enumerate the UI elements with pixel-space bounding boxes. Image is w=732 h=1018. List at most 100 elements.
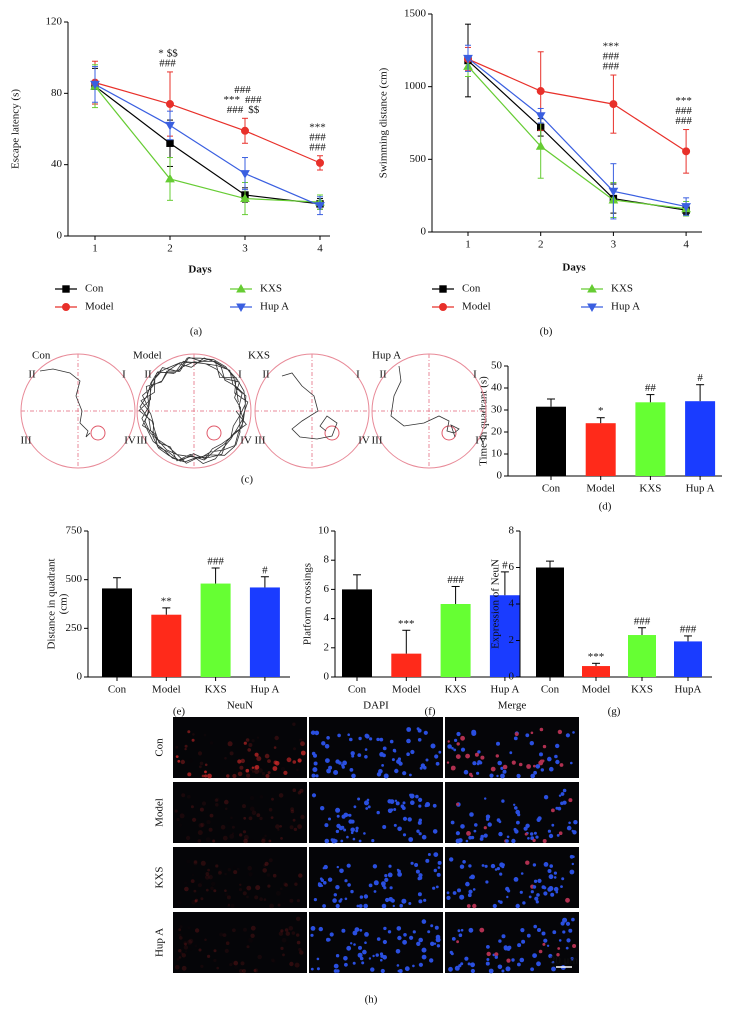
cell: [498, 831, 503, 837]
cell: [179, 823, 183, 827]
cell: [395, 801, 400, 806]
cell: [264, 861, 269, 866]
cell: [194, 898, 198, 903]
cell: [330, 838, 334, 842]
cell: [250, 796, 255, 801]
cell: [333, 963, 339, 969]
cell: [446, 761, 450, 764]
data-point: [165, 121, 175, 131]
cell: [415, 794, 419, 799]
series-line: [94, 82, 321, 164]
cell: [222, 835, 228, 841]
data-point: [166, 139, 174, 147]
cell: [421, 947, 427, 953]
bar: [102, 588, 132, 677]
cell: [218, 871, 222, 875]
cell: [520, 928, 525, 933]
cell: [220, 824, 226, 830]
cell: [553, 886, 559, 892]
cell: [192, 733, 195, 736]
cell: [212, 839, 216, 843]
cell: [346, 835, 349, 839]
cell: [343, 812, 349, 818]
significance-mark: ***: [398, 618, 415, 630]
significance-mark: ###: [447, 574, 464, 586]
cell: [496, 774, 499, 778]
row-label: Model: [154, 798, 166, 827]
cell: [194, 899, 198, 903]
y-tick-label: 6: [509, 561, 515, 573]
x-tick-label: Model: [152, 684, 181, 696]
cell: [557, 729, 563, 735]
cell: [401, 898, 407, 904]
cell: [543, 938, 548, 943]
cell: [200, 964, 204, 969]
cell: [242, 804, 246, 809]
cell: [497, 964, 503, 970]
cell: [573, 820, 578, 825]
cell: [248, 816, 253, 821]
maze-group-label: Hup A: [372, 350, 401, 362]
cell: [277, 903, 281, 907]
cell: [250, 767, 254, 771]
cell: [448, 966, 453, 972]
quadrant-label: II: [144, 369, 152, 381]
cell: [392, 904, 395, 908]
cell: [438, 750, 442, 754]
quadrant-label: I: [122, 369, 126, 381]
cell: [174, 809, 178, 813]
cell: [346, 945, 352, 951]
cell: [266, 873, 271, 877]
cell: [460, 747, 466, 752]
cell: [358, 904, 363, 908]
cell: [280, 946, 284, 951]
cell: [324, 744, 330, 749]
cell: [200, 897, 204, 901]
cell: [419, 766, 423, 770]
cell: [466, 831, 471, 836]
cell: [346, 863, 351, 868]
cell: [255, 885, 261, 891]
legend-label: Model: [85, 301, 114, 313]
cell: [526, 764, 531, 769]
y-tick-label: 8: [324, 554, 330, 566]
cell: [570, 761, 573, 765]
cell: [556, 953, 560, 957]
cell: [187, 926, 190, 929]
cell: [357, 753, 362, 757]
cell: [251, 810, 257, 816]
cell: [372, 954, 375, 958]
cell: [227, 868, 231, 872]
cell: [199, 761, 204, 766]
quadrant-label: IV: [358, 435, 370, 447]
cell: [282, 953, 285, 957]
x-tick-label: KXS: [445, 684, 467, 696]
y-tick-label: 0: [421, 226, 427, 238]
cell: [338, 761, 342, 765]
cell: [335, 885, 340, 890]
maze-group-label: Model: [133, 350, 162, 362]
cell: [181, 953, 186, 958]
cell: [271, 797, 274, 801]
cell: [359, 895, 364, 899]
y-tick-label: 30: [491, 404, 503, 416]
bar: [628, 635, 656, 677]
cell: [190, 805, 194, 809]
cell: [490, 766, 496, 772]
cell: [204, 874, 210, 880]
cell: [274, 761, 280, 766]
micrograph-panel: [173, 912, 307, 973]
cell: [436, 944, 441, 948]
cell: [507, 889, 511, 893]
cell: [343, 956, 348, 961]
cell: [455, 831, 460, 836]
cell: [393, 749, 397, 753]
cell: [239, 833, 243, 837]
cell: [387, 808, 393, 814]
cell: [213, 889, 217, 893]
cell: [393, 823, 397, 827]
cell: [396, 926, 402, 931]
quadrant-label: IV: [475, 435, 487, 447]
cell: [483, 833, 488, 838]
cell: [179, 925, 183, 929]
